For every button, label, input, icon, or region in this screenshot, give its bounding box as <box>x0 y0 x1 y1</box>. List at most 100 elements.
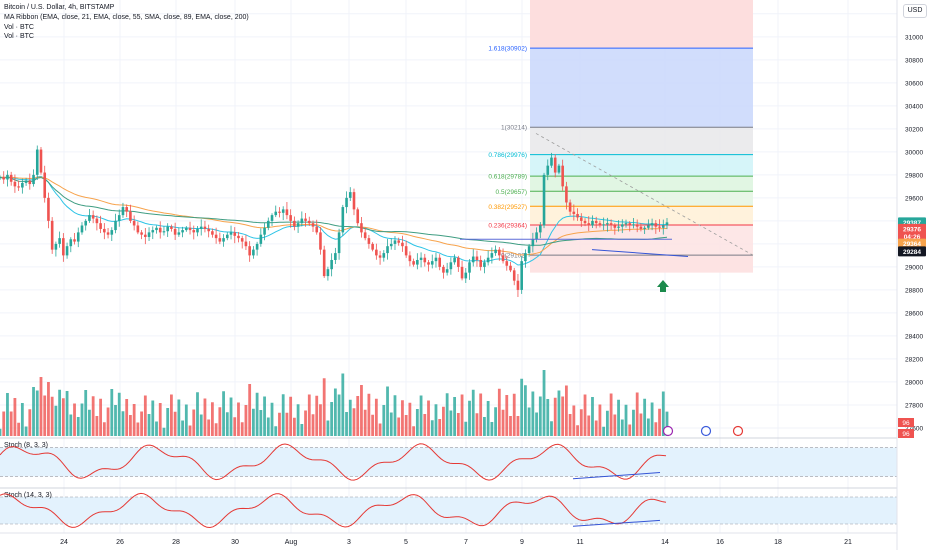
candle-body <box>281 209 285 213</box>
volume-bar <box>393 395 397 436</box>
volume-bar <box>210 402 214 436</box>
candle-body <box>158 227 162 233</box>
candle-body <box>117 215 121 221</box>
volume-bar <box>389 412 393 436</box>
candle-body <box>17 186 20 188</box>
candle-body <box>110 230 114 235</box>
candle-body <box>363 232 367 239</box>
volume-bar <box>117 392 121 436</box>
candle-body <box>211 231 214 235</box>
time-tick-label: 28 <box>172 539 180 546</box>
volume-bar <box>527 407 531 436</box>
candle-body <box>39 149 43 173</box>
time-tick-label: 11 <box>576 539 583 546</box>
currency-button[interactable]: USD <box>903 4 927 18</box>
ma-ribbon-legend[interactable]: MA Ribbon (EMA, close, 21, EMA, close, 5… <box>4 14 249 21</box>
candle-body <box>635 224 639 227</box>
candle-body <box>188 227 192 231</box>
volume-bar <box>158 403 162 436</box>
candle-body <box>367 238 371 244</box>
time-tick-label: 9 <box>520 539 524 546</box>
volume-bar <box>404 415 408 436</box>
candle-body <box>106 232 110 235</box>
volume-bar <box>360 385 363 436</box>
volume-bar <box>602 426 606 436</box>
candle-body <box>121 207 125 216</box>
time-tick-label: 18 <box>774 539 782 546</box>
candle-body <box>658 226 661 228</box>
volume-bar <box>88 409 91 436</box>
fib-level-label: 0.236(29364) <box>488 223 527 230</box>
volume-bar <box>471 389 475 436</box>
volume-bar <box>330 402 334 436</box>
price-axis: 3120031000308003060030400302003000029800… <box>896 0 932 550</box>
volume-bar <box>419 395 423 436</box>
volume-bar <box>617 399 620 436</box>
candle-body <box>654 223 658 227</box>
candle-body <box>647 225 650 228</box>
candle-body <box>617 226 620 228</box>
candle-body <box>226 234 229 239</box>
candle-body <box>632 224 635 226</box>
symbol-legend[interactable]: Bitcoin / U.S. Dollar, 4h, BITSTAMP <box>4 4 115 11</box>
time-tick-label: 26 <box>116 539 124 546</box>
volume-bar <box>140 411 143 436</box>
fib-level-label: 0.618(29789) <box>488 174 527 181</box>
candle-body <box>650 223 654 226</box>
stoch-title: Stoch (8, 3, 3) <box>4 442 48 449</box>
candle-body <box>579 217 583 221</box>
candle-body <box>263 227 266 235</box>
time-tick-label: 30 <box>231 539 239 546</box>
candle-body <box>609 223 613 226</box>
volume-bar <box>572 405 576 436</box>
candle-body <box>427 262 430 265</box>
candle-body <box>307 220 311 224</box>
price-label: 29376 <box>903 226 921 233</box>
candle-body <box>311 223 315 227</box>
volume-bar <box>505 395 509 436</box>
fib-level-label: 0.786(29976) <box>488 152 527 159</box>
candle-body <box>132 220 136 226</box>
candle-body <box>620 224 624 227</box>
volume-bar <box>509 416 512 436</box>
candle-body <box>315 226 319 233</box>
candle-body <box>464 272 468 279</box>
volume-bar <box>557 390 561 436</box>
volume-bar <box>497 388 501 436</box>
volume-bar <box>106 407 110 436</box>
candle-body <box>319 232 322 250</box>
volume-bar <box>173 411 177 436</box>
volume-legend-1[interactable]: Vol · BTC <box>4 24 34 31</box>
volume-bar <box>464 421 468 436</box>
price-axis-bg <box>897 0 932 550</box>
price-label: 29284 <box>903 249 921 256</box>
volume-bar <box>121 411 125 436</box>
time-tick-label: 24 <box>60 539 68 546</box>
volume-label-bg <box>898 418 914 427</box>
price-tick-label: 29600 <box>905 195 923 202</box>
candle-body <box>285 209 289 216</box>
candle-body <box>639 226 643 229</box>
volume-bar <box>434 404 438 436</box>
volume-bar <box>95 416 99 436</box>
candle-body <box>643 227 646 229</box>
candle-body <box>76 232 80 242</box>
volume-bar <box>382 405 386 436</box>
candle-body <box>91 215 95 219</box>
fib-band-low <box>530 255 753 273</box>
candle-body <box>378 255 382 258</box>
candle-body <box>255 243 259 250</box>
volume-bar <box>550 421 553 436</box>
volume-legend-2[interactable]: Vol · BTC <box>4 33 34 40</box>
volume-bar <box>468 400 471 436</box>
event-flag-icon <box>732 425 744 437</box>
volume-bar <box>546 399 550 436</box>
volume-bar <box>658 408 661 436</box>
candle-body <box>0 177 2 179</box>
volume-bar <box>91 396 95 436</box>
volume-bar <box>401 400 404 436</box>
volume-bar <box>591 397 594 436</box>
candle-body <box>99 223 102 229</box>
candle-body <box>185 227 188 231</box>
